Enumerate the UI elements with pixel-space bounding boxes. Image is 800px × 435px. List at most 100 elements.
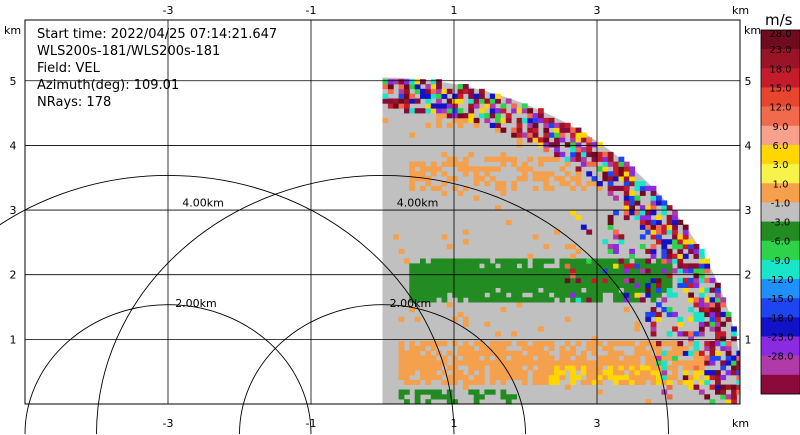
field-cell (489, 365, 496, 371)
field-cell (527, 166, 534, 172)
field-cell (559, 132, 566, 138)
field-cell (489, 166, 496, 172)
field-cell (650, 297, 657, 303)
field-cell (495, 365, 501, 371)
field-cell (420, 292, 426, 298)
field-cell (543, 297, 550, 303)
field-cell (430, 263, 437, 269)
y-tick-label: 2 (10, 269, 17, 282)
field-cell (532, 370, 539, 376)
field-cell (511, 185, 517, 191)
colorbar-label: 28.0 (769, 29, 791, 40)
field-cell (457, 282, 464, 288)
field-cell (398, 370, 405, 376)
field-cell (554, 176, 560, 182)
field-cell (414, 379, 421, 385)
field-cell (559, 277, 566, 284)
colorbar-label: -12.0 (768, 275, 794, 286)
info-text-block: Start time: 2022/04/25 07:14:21.647WLS20… (37, 27, 277, 110)
field-cell (548, 156, 555, 162)
field-cell (704, 374, 711, 381)
field-cell (580, 277, 587, 284)
info-line: Azimuth(deg): 109.01 (37, 78, 179, 93)
field-cell (698, 360, 705, 366)
field-cell (720, 374, 727, 381)
field-cell (618, 239, 625, 245)
field-cell (462, 355, 469, 361)
field-cell (538, 326, 544, 332)
field-cell (462, 277, 469, 284)
x-tick-label: -1 (306, 417, 317, 430)
field-cell (462, 292, 469, 298)
field-cell (586, 161, 593, 167)
field-cell (554, 370, 560, 376)
field-cell (521, 161, 528, 167)
field-cell (404, 370, 410, 376)
field-cell (532, 287, 539, 293)
field-cell (677, 321, 684, 327)
field-cell (672, 360, 678, 366)
field-cell (656, 350, 662, 356)
field-cell (715, 326, 721, 332)
field-cell (559, 127, 566, 133)
field-cell (559, 360, 566, 366)
field-cell (645, 282, 652, 288)
x-tick-label: 3 (594, 417, 601, 430)
field-cell (500, 355, 507, 361)
field-cell (500, 292, 507, 298)
field-cell (618, 234, 625, 240)
field-cell (656, 374, 662, 381)
field-cell (698, 311, 705, 318)
field-cell (650, 244, 657, 250)
field-cell (704, 268, 711, 274)
field-cell (704, 341, 711, 347)
field-cell (441, 161, 448, 167)
field-cell (468, 277, 475, 284)
field-cell (543, 171, 550, 177)
field-cell (511, 258, 517, 264)
field-cell (548, 122, 555, 128)
field-cell (532, 360, 539, 366)
field-cell (505, 113, 512, 119)
field-cell (430, 171, 437, 177)
field-cell (543, 176, 550, 182)
field-cell (629, 379, 635, 385)
field-cell (709, 360, 716, 366)
field-cell (575, 147, 582, 153)
field-cell (441, 394, 448, 400)
field-cell (736, 370, 740, 376)
field-cell (580, 297, 587, 303)
field-cell (586, 379, 593, 385)
colorbar-swatch (761, 298, 800, 318)
field-cell (618, 268, 625, 274)
field-cell (420, 370, 426, 376)
field-cell (720, 331, 727, 337)
field-cell (441, 355, 448, 361)
field-cell (715, 355, 721, 361)
field-cell (559, 258, 566, 264)
y-tick-label: 1 (10, 333, 17, 346)
field-cell (570, 258, 576, 264)
field-cell (682, 345, 689, 351)
field-cell (629, 210, 635, 216)
field-cell (505, 297, 512, 303)
field-cell (736, 355, 740, 361)
field-cell (532, 171, 539, 177)
field-cell (677, 219, 684, 225)
field-cell (693, 345, 700, 351)
field-cell (661, 229, 668, 235)
field-cell (591, 268, 598, 274)
field-cell (446, 122, 453, 128)
y-tick-label: 2 (745, 269, 752, 282)
field-cell (570, 253, 576, 259)
field-cell (457, 273, 464, 279)
field-cell (656, 229, 662, 235)
field-cell (511, 282, 517, 288)
field-cell (511, 268, 517, 274)
field-cell (613, 234, 619, 240)
field-cell (452, 258, 458, 264)
field-cell (484, 156, 491, 162)
field-cell (650, 229, 657, 235)
field-cell (489, 176, 496, 182)
